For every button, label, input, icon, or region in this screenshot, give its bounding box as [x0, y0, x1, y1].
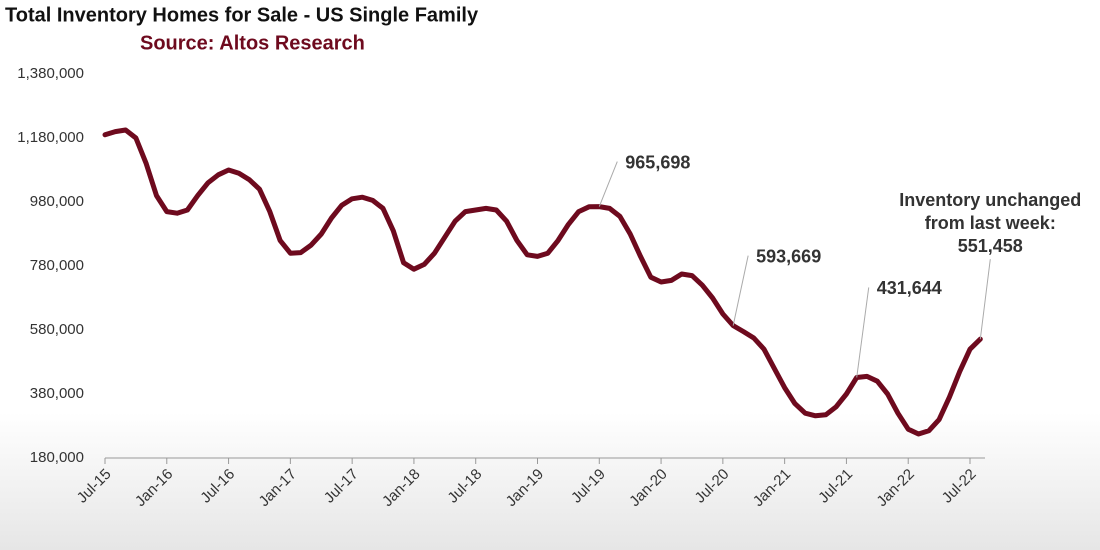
value-label: 593,669	[756, 246, 821, 266]
value-label: 551,458	[958, 236, 1023, 256]
value-label: 965,698	[625, 152, 690, 172]
leader-line	[598, 161, 618, 207]
y-tick-label: 1,380,000	[17, 65, 84, 82]
leader-line	[732, 255, 749, 326]
y-tick-label: 1,180,000	[17, 129, 84, 146]
y-tick-label: 180,000	[30, 449, 84, 466]
chart-title: Total Inventory Homes for Sale - US Sing…	[5, 4, 479, 26]
value-label: 431,644	[877, 278, 942, 298]
y-tick-label: 380,000	[30, 385, 84, 402]
y-tick-label: 580,000	[30, 321, 84, 338]
leader-line	[979, 259, 991, 340]
annotation: from last week:	[925, 213, 1056, 233]
line	[102, 127, 983, 437]
y-tick-label: 780,000	[30, 257, 84, 274]
leader-line	[856, 287, 870, 378]
chart-subtitle: Source: Altos Research	[140, 32, 365, 54]
y-tick-label: 980,000	[30, 193, 84, 210]
annotation: Inventory unchanged	[899, 190, 1081, 210]
